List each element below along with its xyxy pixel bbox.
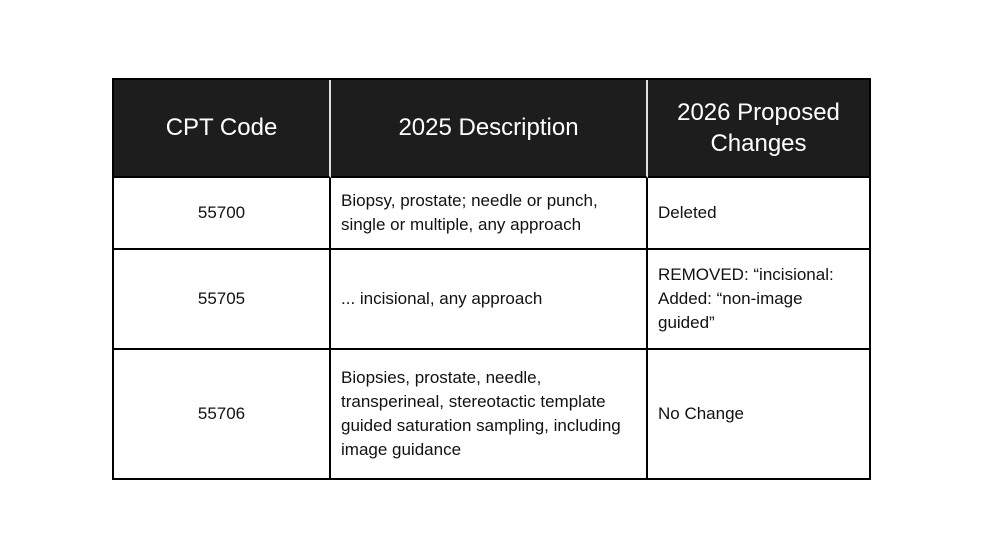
header-cell-cpt-code: CPT Code [114, 80, 331, 178]
cpt-codes-table: CPT Code 2025 Description 2026 Proposed … [112, 78, 871, 480]
cell-description-55706: Biopsies, prostate, needle, transperinea… [331, 350, 648, 478]
header-cell-2026-proposed-changes: 2026 Proposed Changes [648, 80, 869, 178]
cell-change-55705: REMOVED: “incisional: Added: “non-image … [648, 250, 869, 350]
cell-code-55700: 55700 [114, 178, 331, 250]
cell-change-55706: No Change [658, 404, 745, 424]
cell-code-55706: 55706 [114, 350, 331, 478]
header-cell-2025-description: 2025 Description [331, 80, 648, 178]
cell-description-55700: Biopsy, prostate; needle or punch, singl… [331, 178, 648, 250]
cell-description-55705: ... incisional, any approach [331, 250, 648, 350]
cell-change-55700: Deleted [648, 178, 869, 250]
cell-code-55705: 55705 [114, 250, 331, 350]
